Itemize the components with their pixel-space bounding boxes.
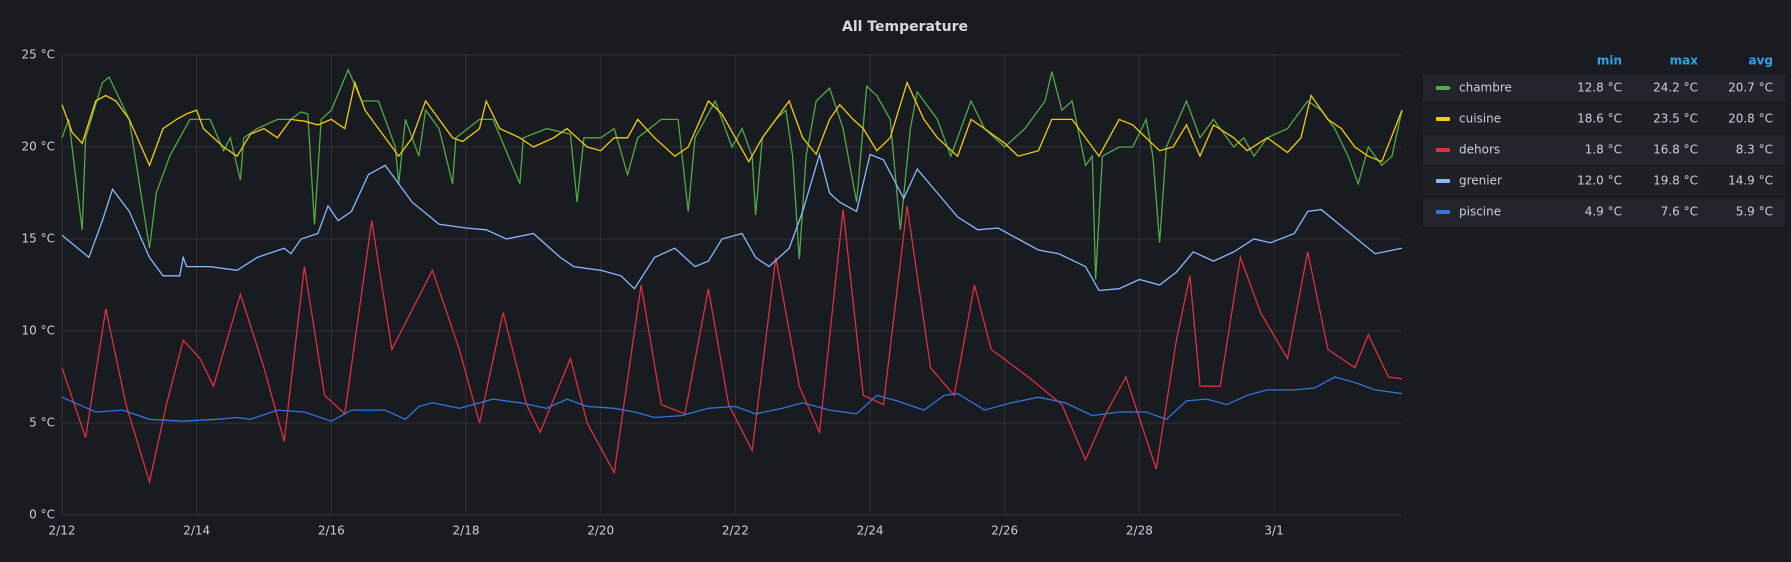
y-tick-label: 5 °C <box>29 416 55 430</box>
legend-row <box>1423 197 1785 227</box>
x-tick-label: 2/22 <box>722 524 749 538</box>
x-tick-label: 2/26 <box>991 524 1018 538</box>
x-tick-label: 2/14 <box>183 524 210 538</box>
legend-swatch <box>1436 210 1450 214</box>
legend-stat: 8.3 °C <box>1736 143 1773 157</box>
y-tick-label: 15 °C <box>22 232 55 246</box>
legend-stat: 14.9 °C <box>1728 174 1773 188</box>
y-tick-label: 25 °C <box>22 48 55 62</box>
series-line <box>61 68 1403 280</box>
panel-title: All Temperature <box>842 19 968 35</box>
legend-label[interactable]: piscine <box>1459 205 1501 219</box>
y-tick-label: 0 °C <box>29 508 55 522</box>
legend-swatch <box>1436 148 1450 152</box>
legend-stat: 16.8 °C <box>1653 143 1698 157</box>
legend-row <box>1423 135 1785 165</box>
legend-stat: 20.7 °C <box>1728 81 1773 95</box>
legend-column-header: avg <box>1748 54 1773 68</box>
legend-stat: 4.9 °C <box>1585 205 1622 219</box>
series-line <box>61 376 1403 422</box>
legend-stat: 1.8 °C <box>1585 143 1622 157</box>
legend-stat: 18.6 °C <box>1577 112 1622 126</box>
x-tick-label: 2/28 <box>1126 524 1153 538</box>
legend-stat: 24.2 °C <box>1653 81 1698 95</box>
y-tick-label: 20 °C <box>22 140 55 154</box>
legend-stat: 7.6 °C <box>1661 205 1698 219</box>
x-tick-label: 2/12 <box>49 524 76 538</box>
series-line <box>61 80 1403 168</box>
legend-swatch <box>1436 179 1450 183</box>
legend-stat: 23.5 °C <box>1653 112 1698 126</box>
legend-swatch <box>1436 117 1450 121</box>
x-tick-label: 2/24 <box>857 524 884 538</box>
x-tick-label: 2/18 <box>453 524 480 538</box>
legend-label[interactable]: dehors <box>1459 143 1500 157</box>
y-tick-label: 10 °C <box>22 324 55 338</box>
legend-swatch <box>1436 86 1450 90</box>
legend-column-header: max <box>1670 54 1699 68</box>
series-line <box>61 151 1403 292</box>
legend-row <box>1423 104 1785 134</box>
series-line <box>61 205 1403 485</box>
legend-row <box>1423 73 1785 103</box>
legend-stat: 12.0 °C <box>1577 174 1622 188</box>
x-tick-label: 3/1 <box>1264 524 1283 538</box>
legend-stat: 20.8 °C <box>1728 112 1773 126</box>
legend-label[interactable]: cuisine <box>1459 112 1501 126</box>
legend-stat: 12.8 °C <box>1577 81 1622 95</box>
x-tick-label: 2/16 <box>318 524 345 538</box>
legend-stat: 5.9 °C <box>1736 205 1773 219</box>
legend-label[interactable]: grenier <box>1459 174 1502 188</box>
legend-column-header: min <box>1597 54 1622 68</box>
legend-row <box>1423 166 1785 196</box>
x-tick-label: 2/20 <box>587 524 614 538</box>
legend-stat: 19.8 °C <box>1653 174 1698 188</box>
legend-label[interactable]: chambre <box>1459 81 1512 95</box>
